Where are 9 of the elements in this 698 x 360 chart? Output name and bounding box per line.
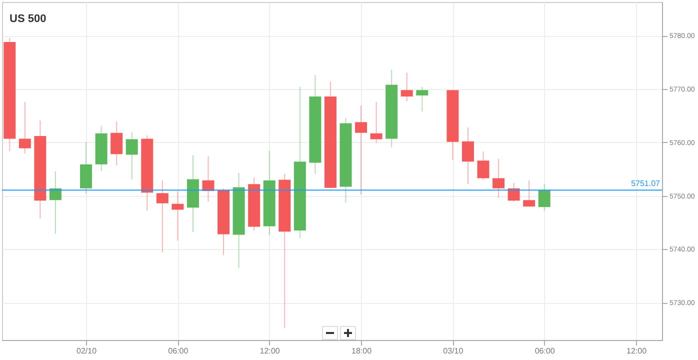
x-tick-label: 06:00 bbox=[168, 346, 189, 356]
x-tick-label: 06:00 bbox=[534, 346, 556, 356]
text: US 500 bbox=[10, 13, 46, 25]
x-tick-label: 18:00 bbox=[352, 346, 372, 356]
x-tick-label: 02/10 bbox=[76, 346, 98, 356]
ref-line-label: 5751.07 bbox=[631, 179, 661, 188]
x-tick-label: 12:00 bbox=[626, 346, 648, 356]
x-tick-label: 03/10 bbox=[443, 346, 464, 356]
x-tick-label: 12:00 bbox=[260, 346, 280, 356]
